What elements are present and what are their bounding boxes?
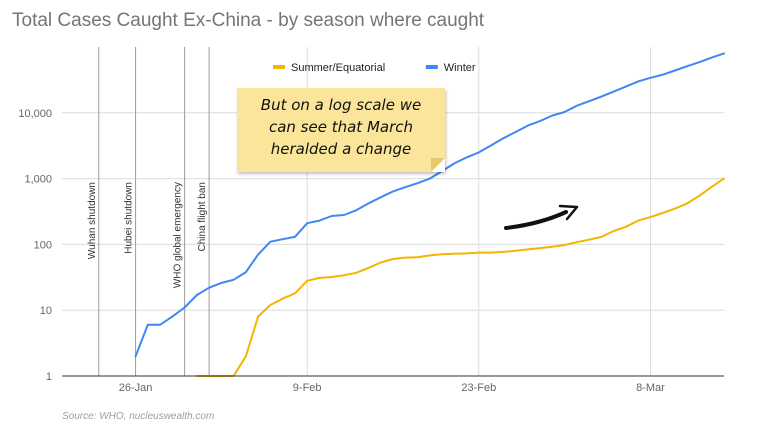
legend-label: Summer/Equatorial bbox=[291, 62, 385, 74]
y-tick-label: 10,000 bbox=[18, 108, 52, 120]
chart-title: Total Cases Caught Ex-China - by season … bbox=[12, 10, 485, 31]
legend-swatch-winter bbox=[425, 65, 438, 69]
y-tick-label: 1 bbox=[46, 371, 52, 383]
event-marker-label: Hubei shutdown bbox=[124, 182, 135, 254]
annotation-line: But on a log scale we bbox=[260, 96, 422, 114]
y-tick-label: 10 bbox=[40, 305, 52, 317]
event-markers: Wuhan shutdown Hubei shutdown WHO global e… bbox=[87, 47, 210, 376]
y-tick-label: 100 bbox=[34, 239, 52, 251]
event-marker-label: WHO global emergency bbox=[173, 182, 184, 288]
curved-arrow-icon bbox=[504, 204, 579, 230]
x-tick-label: 26-Jan bbox=[119, 382, 153, 394]
legend-swatch-summer-equatorial bbox=[273, 65, 285, 69]
x-tick-label: 8-Mar bbox=[636, 382, 665, 394]
x-tick-label: 23-Feb bbox=[461, 382, 496, 394]
series-line-winter bbox=[134, 52, 725, 358]
annotation-sticky-note: But on a log scale we can see that March… bbox=[237, 88, 445, 172]
annotation-line: heralded a change bbox=[270, 140, 412, 158]
event-marker-label: China flight ban bbox=[197, 182, 208, 252]
series-line-summer-equatorial bbox=[195, 177, 725, 377]
legend-label: Winter bbox=[444, 62, 476, 74]
legend: Summer/Equatorial Winter bbox=[273, 62, 476, 74]
series-layer bbox=[134, 52, 725, 377]
source-note: Source: WHO, nucleuswealth.com bbox=[62, 411, 215, 422]
annotation-line: can see that March bbox=[268, 118, 414, 136]
event-marker-label: Wuhan shutdown bbox=[87, 182, 98, 259]
axis-layer: 1 10 100 1,000 10,000 26-Jan 9-Feb 23-Feb 8-Mar bbox=[18, 108, 724, 394]
sticky-note-fold bbox=[431, 158, 445, 172]
y-tick-label: 1,000 bbox=[24, 174, 52, 186]
x-tick-label: 9-Feb bbox=[293, 382, 322, 394]
